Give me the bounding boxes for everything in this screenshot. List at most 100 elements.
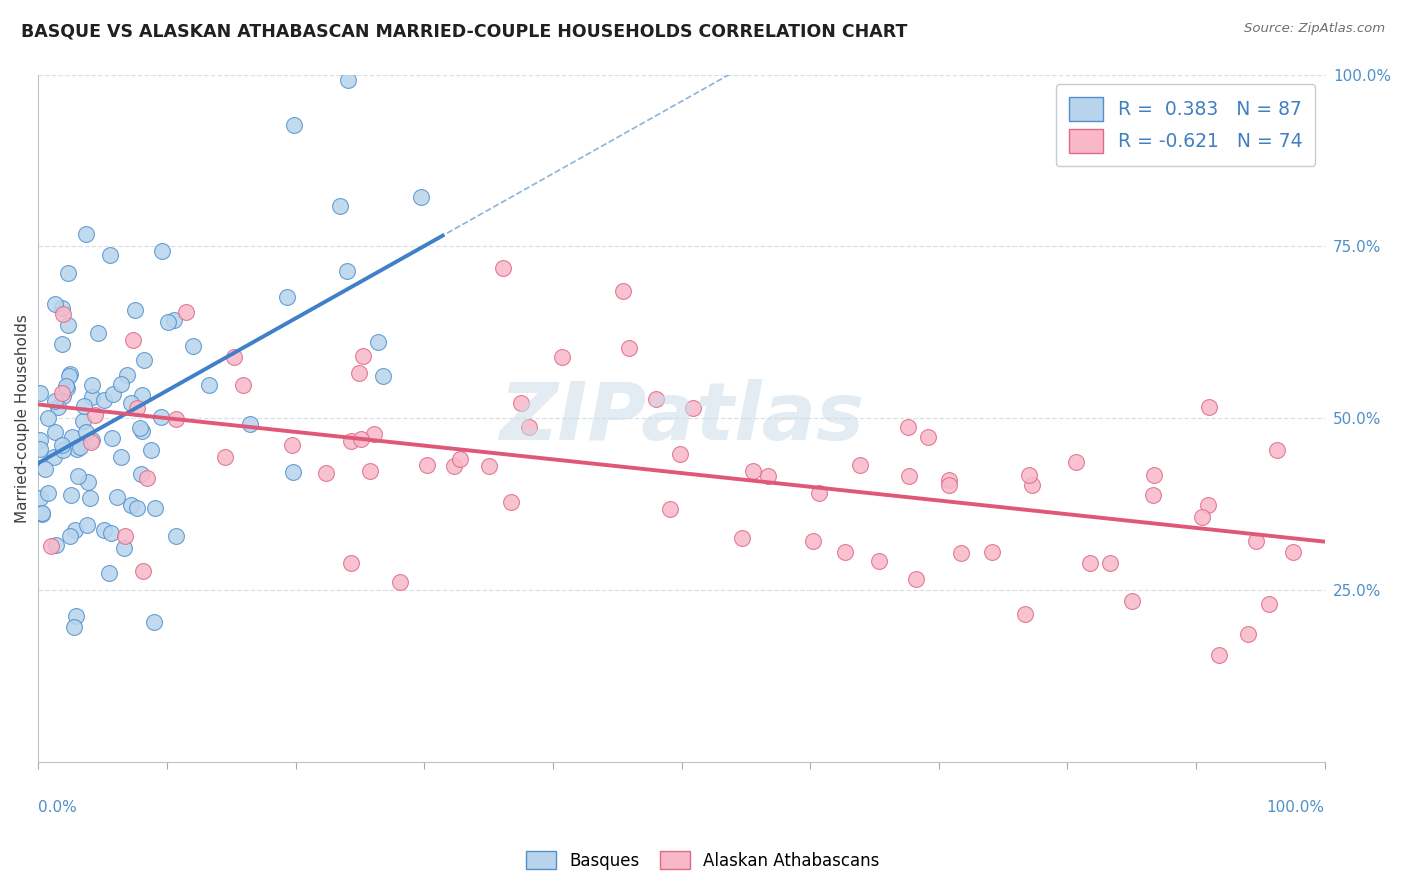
Point (30, 433, 52, 447)
Point (60, 488, 83, 502)
Point (110, 450, 132, 465)
Point (283, 118, 305, 132)
Point (731, 531, 754, 545)
Point (492, 261, 515, 276)
Point (339, 434, 361, 448)
Point (1265, 443, 1288, 458)
Point (75, 227, 97, 241)
Point (1018, 468, 1040, 483)
Point (617, 341, 640, 355)
Text: 100.0%: 100.0% (1267, 799, 1324, 814)
Point (135, 471, 157, 485)
Point (143, 501, 166, 516)
Point (143, 615, 166, 629)
Point (31, 506, 53, 520)
Point (239, 417, 262, 431)
Point (174, 305, 197, 319)
Point (1078, 557, 1101, 571)
Y-axis label: Married-couple Households: Married-couple Households (15, 314, 30, 523)
Point (409, 190, 432, 204)
Text: 0.0%: 0.0% (38, 799, 77, 814)
Point (222, 351, 245, 365)
Point (30, 491, 52, 505)
Point (1121, 594, 1143, 608)
Point (416, 458, 439, 473)
Point (76, 518, 98, 533)
Point (329, 199, 352, 213)
Point (51, 438, 73, 452)
Point (519, 419, 541, 434)
Point (897, 469, 920, 483)
Point (897, 419, 920, 434)
Point (1064, 455, 1087, 469)
Point (669, 447, 692, 461)
Point (79, 491, 101, 505)
Point (114, 529, 136, 543)
Point (129, 467, 152, 481)
Point (1191, 509, 1213, 524)
Point (75, 425, 97, 439)
Point (56, 266, 79, 280)
Point (1021, 478, 1043, 492)
Point (1208, 648, 1230, 663)
Point (1143, 467, 1166, 482)
Point (1257, 597, 1279, 611)
Point (139, 442, 162, 457)
Point (389, 574, 412, 589)
Point (336, 264, 359, 278)
Point (950, 546, 973, 560)
Point (120, 396, 142, 410)
Point (56, 381, 79, 395)
Point (73, 400, 96, 414)
Point (115, 368, 138, 382)
Point (214, 450, 236, 464)
Point (682, 401, 704, 415)
Point (868, 554, 890, 568)
Point (77, 475, 100, 489)
Point (66, 442, 89, 457)
Point (93, 523, 115, 537)
Point (281, 465, 304, 479)
Point (65, 608, 87, 623)
Text: BASQUE VS ALASKAN ATHABASCAN MARRIED-COUPLE HOUSEHOLDS CORRELATION CHART: BASQUE VS ALASKAN ATHABASCAN MARRIED-COU… (21, 22, 907, 40)
Point (101, 431, 124, 445)
Text: ZIPatlas: ZIPatlas (499, 379, 865, 458)
Point (45, 538, 67, 552)
Point (150, 244, 173, 259)
Point (443, 458, 465, 473)
Point (44, 425, 66, 440)
Point (645, 392, 668, 406)
Point (124, 303, 146, 318)
Point (165, 529, 187, 543)
Point (501, 495, 523, 509)
Text: Source: ZipAtlas.com: Source: ZipAtlas.com (1244, 22, 1385, 36)
Point (157, 315, 180, 329)
Point (1014, 607, 1036, 621)
Point (367, 334, 389, 349)
Point (125, 401, 148, 415)
Point (359, 464, 381, 478)
Point (51, 337, 73, 351)
Point (150, 409, 173, 424)
Point (1236, 626, 1258, 640)
Point (339, 556, 361, 570)
Point (510, 396, 533, 410)
Point (336, 73, 359, 87)
Point (59, 368, 82, 382)
Point (363, 427, 385, 442)
Point (84, 409, 107, 423)
Point (834, 545, 856, 559)
Point (51, 386, 73, 401)
Point (349, 366, 371, 380)
Point (37, 410, 59, 425)
Point (132, 353, 155, 368)
Point (1098, 556, 1121, 570)
Point (125, 501, 148, 516)
Point (181, 339, 204, 353)
Point (315, 466, 337, 480)
Point (44, 393, 66, 408)
Point (97, 566, 120, 581)
Point (917, 430, 939, 444)
Point (849, 458, 872, 473)
Point (63, 620, 86, 634)
